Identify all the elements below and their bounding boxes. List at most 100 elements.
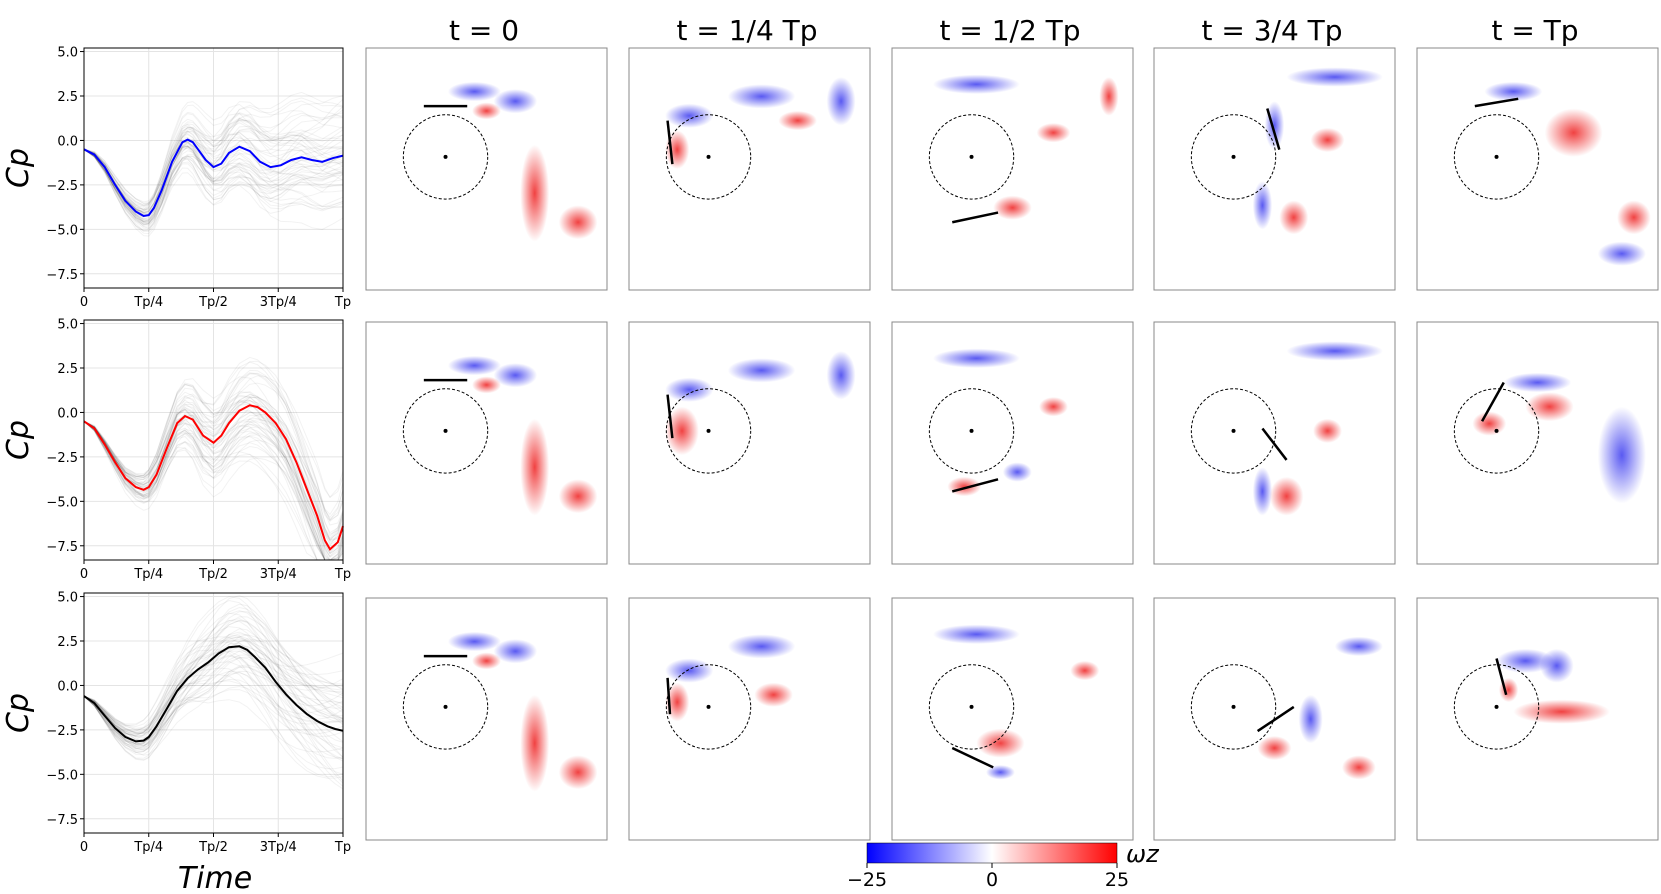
- ensemble-line: [83, 109, 344, 206]
- ensemble-line: [83, 417, 344, 561]
- ensemble-line: [83, 123, 344, 231]
- negative-vortex: [1252, 467, 1273, 516]
- ensemble-line: [83, 618, 344, 758]
- ensemble-line: [83, 695, 344, 753]
- ensemble-line: [83, 611, 344, 752]
- negative-vortex: [985, 764, 1015, 780]
- ensemble-line: [83, 134, 344, 214]
- positive-vortex: [520, 694, 550, 792]
- column-title-t-half: t = 1/2 Tp: [939, 14, 1080, 47]
- x-tick-label: Tp/2: [198, 567, 228, 582]
- rotation-center-dot: [969, 154, 974, 159]
- x-tick-label: 3Tp/4: [260, 295, 297, 310]
- rotation-center-dot: [1231, 154, 1236, 159]
- y-tick-label: −7.5: [46, 540, 78, 555]
- ensemble-line: [83, 411, 344, 540]
- y-tick-label: 5.0: [57, 318, 78, 333]
- y-tick-label: 5.0: [57, 46, 78, 61]
- ensemble-line: [83, 661, 344, 737]
- ensemble-line: [83, 595, 344, 750]
- positive-vortex: [1039, 397, 1068, 417]
- colorbar-bar: [866, 842, 1118, 864]
- ensemble-line: [83, 667, 344, 770]
- y-tick-label: −2.5: [46, 451, 78, 466]
- x-tick-label: 0: [80, 840, 88, 855]
- ensemble-line: [83, 122, 344, 220]
- colorbar-label: ωz: [1126, 840, 1160, 868]
- rotation-center-dot: [1231, 704, 1236, 709]
- ensemble-line: [83, 114, 344, 226]
- rotation-circle: [665, 388, 752, 474]
- ensemble-line: [83, 599, 344, 744]
- rotation-center-dot: [1494, 704, 1499, 709]
- plate: [1261, 427, 1288, 461]
- ensemble-line: [83, 133, 344, 214]
- ensemble-line: [83, 98, 344, 204]
- vorticity-snapshots: [365, 47, 1659, 841]
- negative-vortex: [1286, 67, 1383, 87]
- rotation-circle: [402, 388, 489, 474]
- ensemble-line: [83, 685, 344, 739]
- rotation-center-dot: [1494, 428, 1499, 433]
- snapshot-field: [1472, 372, 1646, 504]
- negative-vortex: [826, 351, 856, 400]
- ensemble-line: [83, 674, 344, 779]
- ensemble-line: [83, 141, 344, 214]
- rotation-circle: [928, 388, 1015, 474]
- positive-vortex: [1617, 200, 1651, 235]
- colorbar-max-label: 25: [1105, 869, 1129, 891]
- negative-vortex: [1496, 648, 1555, 674]
- negative-vortex: [1252, 181, 1273, 230]
- positive-vortex: [1036, 123, 1071, 143]
- snapshot-field: [932, 348, 1068, 497]
- ensemble-line: [83, 101, 344, 210]
- rotation-center-dot: [1231, 428, 1236, 433]
- ensemble-line: [83, 112, 344, 222]
- y-tick-label: −7.5: [46, 268, 78, 283]
- ensemble-line: [83, 145, 344, 215]
- positive-vortex: [754, 682, 793, 707]
- snapshot-field: [447, 631, 598, 792]
- ensemble-line: [83, 616, 344, 747]
- positive-vortex: [1279, 200, 1309, 235]
- ensemble-line: [83, 634, 344, 760]
- ensemble-line: [83, 409, 344, 547]
- positive-vortex: [993, 195, 1032, 220]
- positive-vortex: [1310, 127, 1345, 153]
- plate: [666, 394, 674, 439]
- negative-vortex: [1539, 648, 1574, 683]
- ensemble-line: [83, 145, 344, 220]
- snapshot-field: [665, 351, 856, 456]
- rotation-circle: [1190, 114, 1277, 200]
- rotation-circle: [1453, 114, 1540, 200]
- vorticity-snapshot-r0-c3: [1153, 47, 1396, 291]
- positive-vortex: [558, 755, 598, 790]
- ensemble-line: [83, 680, 344, 735]
- ensemble-line: [83, 391, 343, 561]
- ensemble-line: [83, 112, 343, 222]
- x-tick-label: Tp/4: [133, 567, 163, 582]
- y-tick-label: −7.5: [46, 813, 78, 828]
- ensemble-line: [83, 646, 344, 742]
- rotation-center-dot: [443, 428, 448, 433]
- ensemble-line: [83, 650, 344, 737]
- plate: [951, 478, 999, 493]
- rotation-center-dot: [706, 428, 711, 433]
- rotation-center-dot: [706, 704, 711, 709]
- rotation-circle: [1190, 388, 1277, 474]
- ensemble-line: [83, 414, 344, 561]
- ensemble-line: [83, 670, 344, 742]
- ensemble-line: [83, 118, 344, 232]
- ensemble-line: [83, 100, 344, 233]
- negative-vortex: [727, 634, 796, 659]
- positive-vortex: [472, 376, 501, 394]
- negative-vortex: [1002, 462, 1032, 482]
- negative-vortex: [932, 624, 1020, 644]
- x-tick-label: Tp/2: [198, 840, 228, 855]
- ensemble-line: [83, 408, 343, 561]
- snapshot-field: [932, 624, 1100, 780]
- cp-plot-row-0: 5.0 2.5 0.0 −2.5 −5.0 −7.50 Tp/4 Tp/2 3Tp/4 Tp Cp: [1, 46, 351, 310]
- rotation-circle: [402, 664, 489, 750]
- x-tick-label: Tp/2: [198, 295, 228, 310]
- ensemble-line: [83, 118, 344, 210]
